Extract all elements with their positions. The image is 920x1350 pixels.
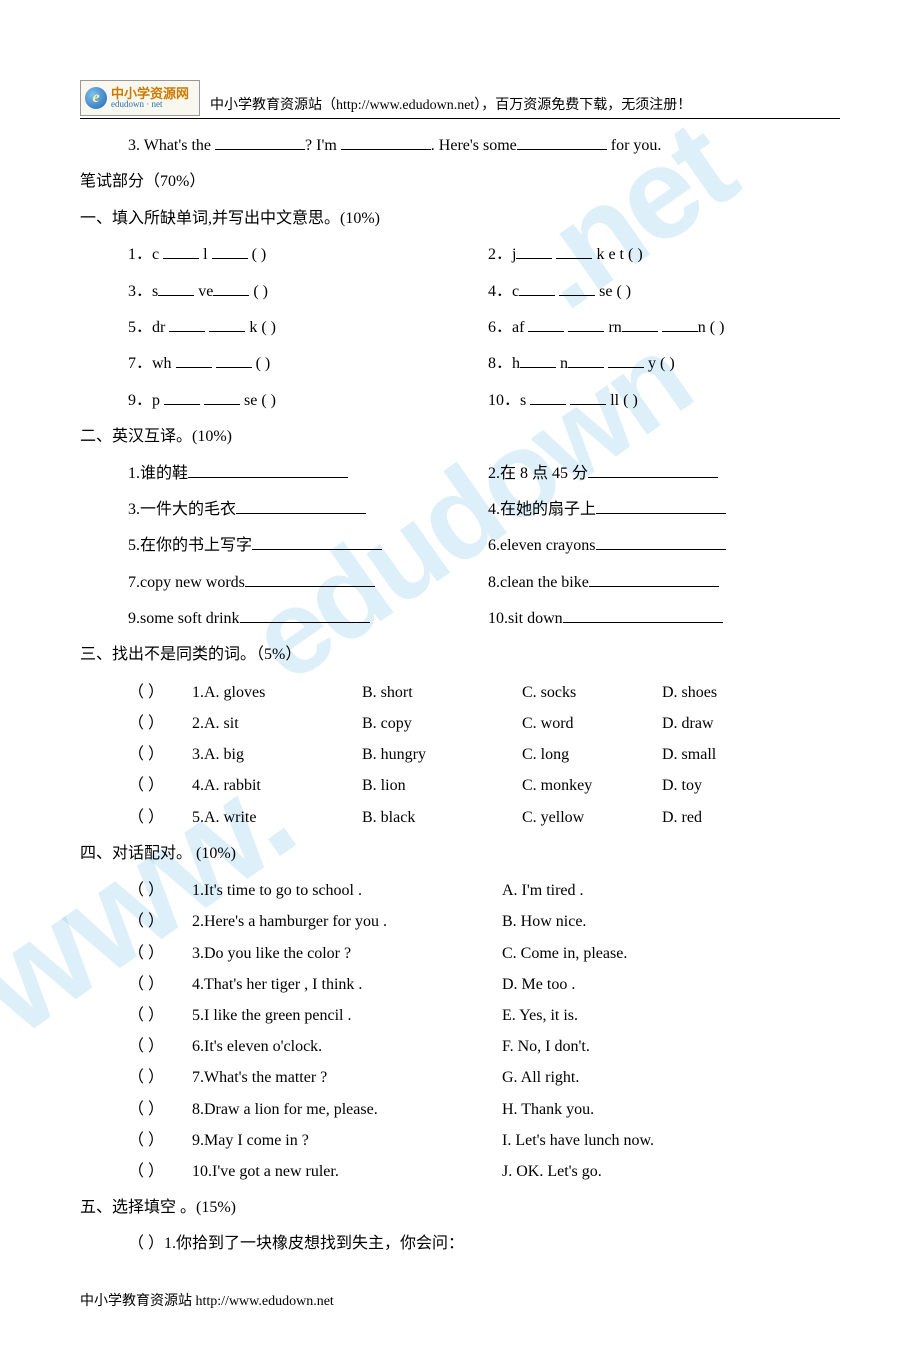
sec4-row: （ ）8.Draw a lion for me, please.H. Thank… xyxy=(80,1094,840,1125)
sec1-row: 5．dr k ( )6．af rn n ( ) xyxy=(80,313,840,343)
sec5-q1: （ ）1.你拾到了一块橡皮想找到失主，你会问： xyxy=(80,1229,840,1259)
sec4-row: （ ）5.I like the green pencil .E. Yes, it… xyxy=(80,1000,840,1031)
sec4-row: （ ）9.May I come in ?I. Let's have lunch … xyxy=(80,1125,840,1156)
sec3-row: （ ）3.A. bigB. hungryC. longD. small xyxy=(80,739,840,770)
sec5-title: 五、选择填空 。(15%) xyxy=(80,1193,840,1223)
sec3-row: （ ）5.A. writeB. blackC. yellowD. red xyxy=(80,802,840,833)
sec4-row: （ ）6.It's eleven o'clock.F. No, I don't. xyxy=(80,1031,840,1062)
sec4-title: 四、对话配对。 (10%) xyxy=(80,839,840,869)
sec2-row: 7.copy new words8.clean the bike xyxy=(80,568,840,598)
sec2-row: 9.some soft drink10.sit down xyxy=(80,604,840,634)
header-row: e 中小学资源网 edudown · net 中小学教育资源站（http://w… xyxy=(80,80,840,119)
sec2-title: 二、英汉互译。(10%) xyxy=(80,422,840,452)
sec3-title: 三、找出不是同类的词。（5%） xyxy=(80,640,840,670)
sec3-row: （ ）4.A. rabbitB. lionC. monkeyD. toy xyxy=(80,770,840,801)
sec3-row: （ ）2.A. sitB. copyC. wordD. draw xyxy=(80,708,840,739)
written-header: 笔试部分（70%） xyxy=(80,167,840,197)
sec4-row: （ ）4.That's her tiger , I think .D. Me t… xyxy=(80,969,840,1000)
site-logo: e 中小学资源网 edudown · net xyxy=(80,80,200,116)
sec1-row: 7．wh ( )8．h n y ( ) xyxy=(80,349,840,379)
sec2-row: 3.一件大的毛衣4.在她的扇子上 xyxy=(80,495,840,525)
sec3-row: （ ）1.A. glovesB. shortC. socksD. shoes xyxy=(80,677,840,708)
sec1-row: 9．p se ( )10．s ll ( ) xyxy=(80,386,840,416)
logo-en: edudown · net xyxy=(111,100,189,109)
sec2-row: 1.谁的鞋2.在 8 点 45 分 xyxy=(80,459,840,489)
sec4-row: （ ）10.I've got a new ruler.J. OK. Let's … xyxy=(80,1156,840,1187)
header-text: 中小学教育资源站（http://www.edudown.net），百万资源免费下… xyxy=(200,94,840,116)
sec4-row: （ ）1.It's time to go to school .A. I'm t… xyxy=(80,875,840,906)
sec4-row: （ ）3.Do you like the color ?C. Come in, … xyxy=(80,938,840,969)
sec1-row: 1．c l ( )2．j k e t ( ) xyxy=(80,240,840,270)
sec4-row: （ ）7.What's the matter ?G. All right. xyxy=(80,1062,840,1093)
sec2-row: 5.在你的书上写字6.eleven crayons xyxy=(80,531,840,561)
listening-q3: 3. What's the ? I'm . Here's some for yo… xyxy=(80,131,840,161)
sec1-row: 3．s ve ( )4．c se ( ) xyxy=(80,277,840,307)
sec4-row: （ ）2.Here's a hamburger for you .B. How … xyxy=(80,906,840,937)
logo-globe-icon: e xyxy=(85,87,107,109)
sec1-title: 一、填入所缺单词,并写出中文意思。(10%) xyxy=(80,204,840,234)
